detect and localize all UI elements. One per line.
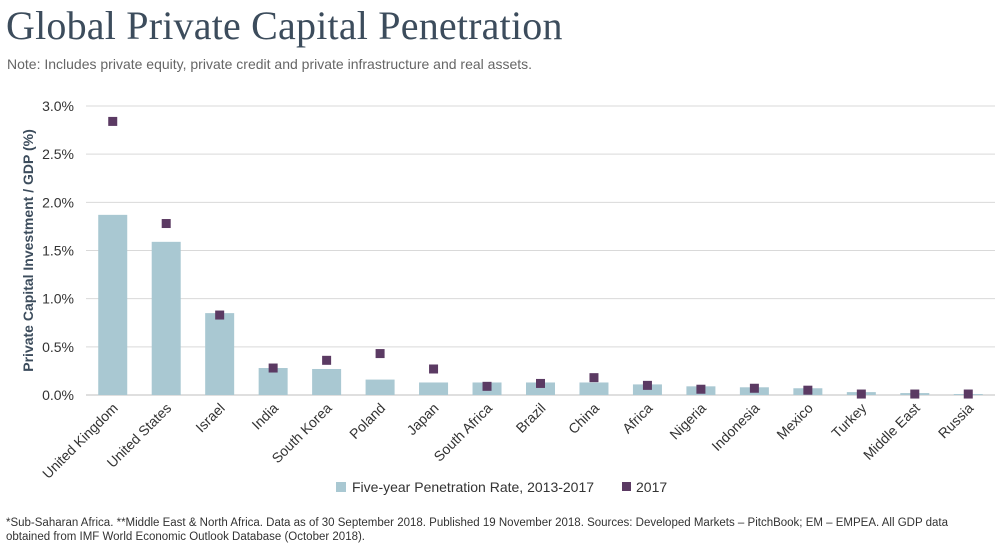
y-tick-label: 2.5% — [42, 146, 74, 162]
marker-2017-poland — [375, 349, 385, 359]
bar-united-kingdom — [98, 214, 128, 395]
y-tick-label: 0.0% — [42, 387, 74, 403]
marker-2017-middle-east — [910, 389, 920, 399]
x-tick-label: Turkey — [828, 400, 869, 441]
x-tick-label: United Kingdom — [39, 400, 121, 482]
bar-china — [579, 382, 609, 395]
legend-label-marker: 2017 — [636, 479, 667, 495]
x-tick-label: Middle East — [860, 400, 923, 463]
x-tick-label: China — [565, 400, 602, 437]
x-tick-label: Poland — [346, 400, 388, 442]
x-tick-label: Nigeria — [666, 400, 709, 443]
marker-2017-mexico — [803, 385, 813, 395]
marker-2017-south-africa — [482, 381, 492, 391]
bar-brazil — [526, 382, 555, 395]
legend-label-bar: Five-year Penetration Rate, 2013-2017 — [352, 479, 594, 495]
bar-japan — [419, 382, 449, 395]
marker-2017-south-korea — [322, 355, 332, 365]
chart-note: Note: Includes private equity, private c… — [7, 56, 533, 72]
marker-2017-russia — [963, 389, 973, 399]
marker-2017-united-kingdom — [108, 116, 118, 126]
x-tick-label: Brazil — [513, 400, 549, 436]
legend-swatch-marker — [622, 482, 631, 491]
x-tick-label: Africa — [619, 400, 656, 437]
chart-area: 0.0% 0.5% 1.0% 1.5% 2.0% 2.5% 3.0% Private Capi… — [0, 80, 1000, 510]
marker-2017-indonesia — [749, 383, 759, 393]
x-tick-label: Russia — [935, 400, 977, 442]
x-tick-label: Israel — [192, 400, 228, 436]
x-tick-label: Indonesia — [708, 400, 762, 454]
y-tick-label: 1.5% — [42, 243, 74, 259]
penetration-chart: 0.0% 0.5% 1.0% 1.5% 2.0% 2.5% 3.0% Private Capi… — [20, 98, 995, 495]
x-tick-label: Japan — [403, 400, 441, 438]
marker-2017-africa — [642, 380, 652, 390]
bar-united-states — [151, 241, 181, 395]
bar-poland — [365, 379, 395, 395]
bar-israel — [205, 313, 235, 395]
y-axis-label: Private Capital Investment / GDP (%) — [20, 129, 36, 371]
x-tick-label: India — [248, 400, 281, 433]
marker-2017-china — [589, 373, 599, 383]
chart-title: Global Private Capital Penetration — [6, 3, 563, 48]
footnote: *Sub-Saharan Africa. **Middle East & Nor… — [6, 517, 949, 543]
y-tick-label: 1.0% — [42, 291, 74, 307]
marker-2017-japan — [429, 364, 439, 374]
legend-swatch-bar — [336, 482, 346, 492]
marker-2017-turkey — [856, 389, 866, 399]
marker-2017-united-states — [161, 219, 171, 229]
y-tick-label: 3.0% — [42, 98, 74, 114]
marker-2017-brazil — [536, 378, 545, 388]
y-tick-label: 2.0% — [42, 194, 74, 210]
marker-2017-india — [268, 363, 278, 373]
marker-2017-nigeria — [696, 384, 706, 394]
x-tick-label: Mexico — [773, 400, 816, 443]
x-tick-label: South Africa — [430, 400, 495, 465]
marker-2017-israel — [215, 310, 225, 320]
bar-south-korea — [312, 368, 342, 395]
y-tick-label: 0.5% — [42, 339, 74, 355]
